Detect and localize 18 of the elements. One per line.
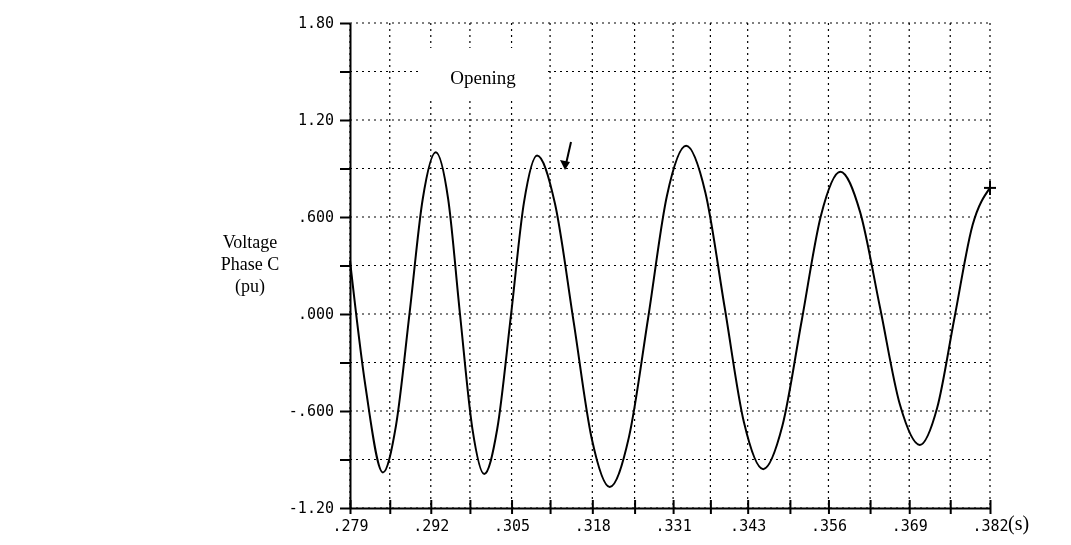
x-tick-label: .305: [493, 516, 531, 535]
y-tick-label: -.600: [288, 402, 334, 421]
y-tick-label: .000: [297, 305, 334, 324]
y-tick-label: 1.80: [297, 14, 334, 33]
x-tick-label: .318: [574, 516, 611, 535]
annotation: Opening: [450, 67, 517, 88]
x-tick-label: .292: [413, 516, 450, 535]
y-tick-label: -1.20: [288, 499, 334, 518]
y-axis-title: Voltage Phase C (pu): [220, 232, 280, 297]
x-axis-title: (s): [1008, 512, 1030, 535]
x-tick-label: .369: [891, 516, 928, 535]
y-tick-label: 1.20: [297, 111, 334, 130]
x-tick-label: .356: [810, 516, 848, 535]
y-tick-label: .600: [297, 208, 334, 227]
x-tick-label: .343: [730, 516, 767, 535]
x-tick-label: .279: [332, 516, 369, 535]
x-tick-label: .382: [972, 516, 1009, 535]
x-tick-label: .331: [655, 516, 692, 535]
